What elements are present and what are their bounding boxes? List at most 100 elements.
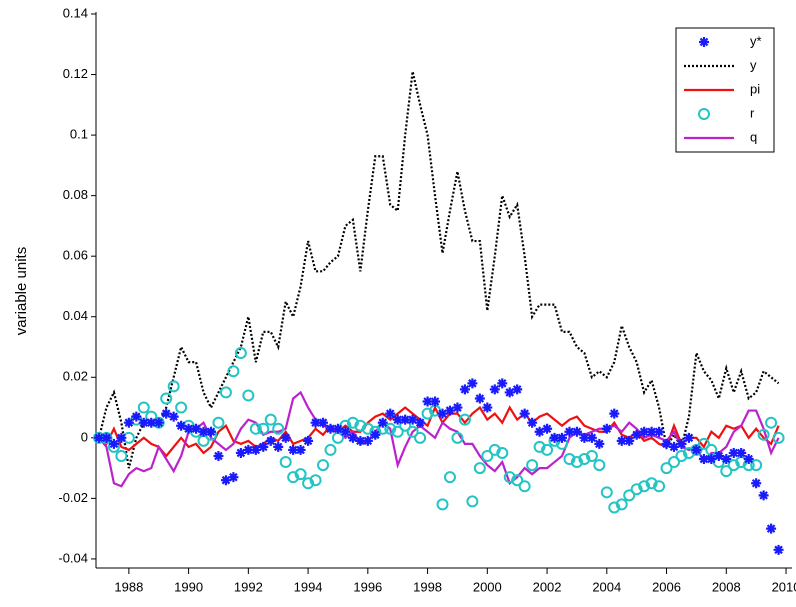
circle-marker: [765, 416, 778, 429]
star-marker: [669, 441, 680, 452]
star-marker: [347, 432, 358, 443]
circle-marker: [488, 443, 501, 456]
star-marker: [243, 444, 254, 455]
x-tick-label: 1998: [413, 579, 442, 594]
circle-marker: [391, 425, 404, 438]
star-marker: [519, 408, 530, 419]
star-marker: [758, 490, 769, 501]
circle-marker: [257, 422, 270, 435]
circle-marker: [458, 413, 471, 426]
star-marker: [198, 426, 209, 437]
star-marker: [459, 384, 470, 395]
star-marker: [444, 405, 455, 416]
circle-marker: [615, 498, 628, 511]
circle-marker: [638, 480, 651, 493]
star-marker: [512, 384, 523, 395]
circle-marker: [160, 392, 173, 405]
star-marker: [146, 417, 157, 428]
circle-marker: [317, 459, 330, 472]
circle-marker: [414, 431, 427, 444]
star-marker: [108, 438, 119, 449]
star-marker: [743, 454, 754, 465]
star-marker: [176, 420, 187, 431]
circle-marker: [167, 380, 180, 393]
circle-marker: [727, 459, 740, 472]
star-marker: [609, 408, 620, 419]
y-tick-label: 0.02: [63, 369, 88, 384]
star-marker: [504, 387, 515, 398]
star-marker: [527, 417, 538, 428]
circle-marker: [473, 462, 486, 475]
circle-marker: [294, 468, 307, 481]
star-marker: [631, 429, 642, 440]
star-marker: [482, 402, 493, 413]
y-tick-label: -0.04: [58, 550, 88, 565]
star-marker: [235, 447, 246, 458]
star-marker: [497, 378, 508, 389]
circle-marker: [653, 480, 666, 493]
star-marker: [213, 450, 224, 461]
star-marker: [639, 426, 650, 437]
star-marker: [295, 444, 306, 455]
circle-marker: [623, 489, 636, 502]
circle-marker: [675, 449, 688, 462]
x-tick-label: 2008: [712, 579, 741, 594]
star-marker: [474, 393, 485, 404]
star-marker: [288, 444, 299, 455]
star-marker: [534, 426, 545, 437]
star-marker: [713, 450, 724, 461]
star-marker: [273, 441, 284, 452]
star-marker: [131, 411, 142, 422]
circle-marker: [772, 431, 785, 444]
x-tick-label: 2010: [772, 579, 796, 594]
star-marker: [183, 423, 194, 434]
y-tick-label: 0.12: [63, 66, 88, 81]
legend-label: y: [750, 57, 757, 72]
circle-marker: [481, 449, 494, 462]
star-marker: [280, 432, 291, 443]
circle-marker: [668, 456, 681, 469]
star-marker: [430, 396, 441, 407]
star-marker: [303, 435, 314, 446]
circle-marker: [720, 465, 733, 478]
circle-marker: [219, 386, 232, 399]
circle-marker: [309, 474, 322, 487]
circle-marker: [593, 459, 606, 472]
circle-marker: [227, 365, 240, 378]
x-tick-label: 2004: [592, 579, 621, 594]
y-tick-label: -0.02: [58, 490, 88, 505]
x-tick-label: 2006: [652, 579, 681, 594]
y-tick-label: 0.06: [63, 248, 88, 263]
legend-symbol: [699, 37, 709, 47]
x-tick-label: 1994: [294, 579, 323, 594]
star-marker: [265, 435, 276, 446]
star-marker: [93, 432, 104, 443]
star-marker: [340, 426, 351, 437]
legend-label: pi: [750, 81, 760, 96]
circle-marker: [212, 416, 225, 429]
circle-marker: [287, 471, 300, 484]
star-marker: [452, 402, 463, 413]
legend-label: r: [750, 105, 755, 120]
circle-marker: [757, 428, 770, 441]
x-tick-label: 1988: [114, 579, 143, 594]
star-marker: [594, 438, 605, 449]
star-marker: [654, 426, 665, 437]
circle-marker: [137, 401, 150, 414]
star-marker: [773, 544, 784, 555]
circle-marker: [518, 480, 531, 493]
circle-marker: [249, 422, 262, 435]
star-marker: [579, 432, 590, 443]
circle-marker: [354, 419, 367, 432]
star-marker: [766, 523, 777, 534]
star-marker: [571, 426, 582, 437]
star-marker: [415, 417, 426, 428]
circle-marker: [324, 443, 337, 456]
circle-marker: [585, 449, 598, 462]
star-marker: [123, 417, 134, 428]
circle-marker: [750, 459, 763, 472]
legend: y* y pi rq: [675, 27, 775, 153]
star-marker: [691, 444, 702, 455]
circle-marker: [436, 498, 449, 511]
circle-marker: [361, 422, 374, 435]
